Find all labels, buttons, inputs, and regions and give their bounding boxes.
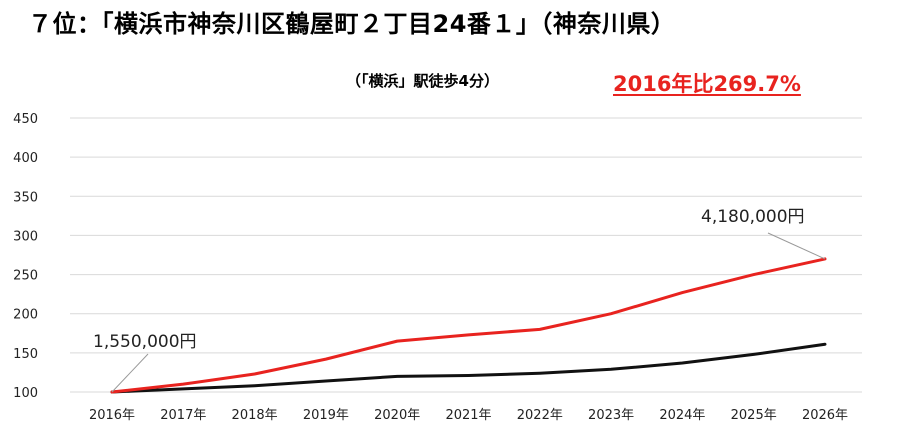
y-tick-label: 200 [13,308,38,323]
series-line-1 [110,342,827,394]
annotation-leader [767,232,826,260]
y-tick-label: 350 [13,190,38,205]
x-tick-label: 2025年 [731,408,777,423]
series-line-0 [110,257,827,394]
y-tick-label: 400 [13,151,38,166]
x-tick-label: 2017年 [160,408,206,423]
x-tick-label: 2016年 [89,408,135,423]
y-tick-label: 250 [13,269,38,284]
y-tick-label: 450 [13,112,38,127]
y-tick-label: 100 [13,386,38,401]
x-tick-label: 2021年 [445,408,491,423]
series-lines [110,257,827,394]
chart-subtitle: （「横浜」駅徒歩4分） [346,72,499,90]
x-tick-label: 2018年 [232,408,278,423]
x-tick-label: 2022年 [517,408,563,423]
x-tick-label: 2023年 [588,408,634,423]
x-axis-ticks: 2016年 2017年 2018年 2019年 2020年 2021年 2022年 2023年… [89,408,848,423]
x-tick-label: 2020年 [374,408,420,423]
annotation-leader [111,353,149,393]
page-title: ７位：「横浜市神奈川区鶴屋町２丁目24番１」（神奈川県） [28,10,676,38]
annotation-label: 4,180,000円 [701,207,805,227]
y-tick-label: 300 [13,229,38,244]
x-tick-label: 2026年 [802,408,848,423]
y-axis-ticks: 100 150 200 250 300 350 400 450 [13,112,38,401]
x-tick-label: 2019年 [303,408,349,423]
y-tick-label: 150 [13,347,38,362]
x-tick-label: 2024年 [659,408,705,423]
annotations: 1,550,000円 4,180,000円 [93,207,826,393]
gridlines [70,117,862,393]
annotation-label: 1,550,000円 [93,332,197,352]
growth-ratio-label: 2016年比269.7% [613,72,801,96]
